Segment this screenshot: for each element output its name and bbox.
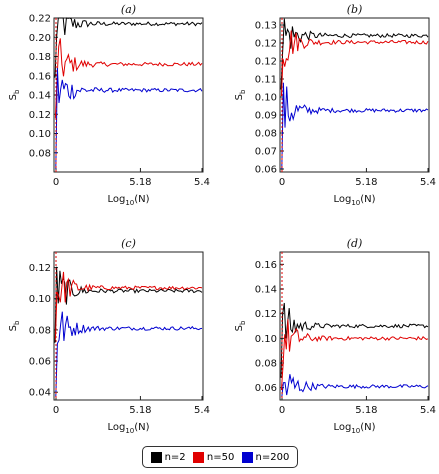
legend-swatch — [192, 451, 204, 463]
panel-title: (b) — [347, 3, 363, 16]
x-tick-label: 5.4 — [420, 405, 436, 416]
y-tick-label: 0.12 — [255, 39, 277, 50]
y-axis-label: Sb — [234, 320, 247, 331]
y-tick-label: 0.08 — [29, 148, 51, 159]
y-tick-label: 0.10 — [255, 334, 277, 345]
plot-frame — [279, 17, 430, 173]
x-tick-label: 5.18 — [355, 405, 377, 416]
y-tick-label: 0.08 — [29, 325, 51, 336]
x-axis-label: Log10(N) — [333, 194, 375, 207]
series-line-n2 — [54, 17, 203, 78]
x-tick-label: 5.18 — [129, 405, 151, 416]
series-line-n50 — [280, 30, 429, 97]
legend-label: n=50 — [206, 451, 235, 463]
x-axis-label: Log10(N) — [107, 422, 149, 435]
y-axis-label: Sb — [8, 320, 21, 331]
plot-frame — [53, 251, 204, 401]
x-axis-label: Log10(N) — [333, 422, 375, 435]
y-tick-label: 0.10 — [255, 93, 277, 104]
legend-label: n=200 — [255, 451, 290, 463]
y-tick-label: 0.13 — [255, 21, 277, 32]
series-line-n50 — [280, 319, 429, 391]
x-tick-label: 5.4 — [194, 405, 210, 416]
plot-frame — [279, 251, 430, 401]
y-tick-label: 0.20 — [29, 33, 51, 44]
series-line-n200 — [55, 311, 203, 398]
legend-swatch — [241, 451, 253, 463]
y-tick-label: 0.14 — [255, 285, 277, 296]
x-tick-label: 0 — [279, 177, 285, 188]
series-line-n200 — [281, 82, 429, 169]
y-tick-label: 0.16 — [29, 71, 51, 82]
legend-label: n=2 — [164, 451, 186, 463]
y-axis-label: Sb — [234, 89, 247, 100]
series-line-n2 — [280, 302, 429, 378]
y-tick-label: 0.06 — [255, 383, 277, 394]
y-tick-label: 0.11 — [255, 75, 277, 86]
panel-title: (a) — [121, 3, 136, 16]
y-tick-label: 0.12 — [255, 57, 277, 68]
y-tick-label: 0.06 — [29, 357, 51, 368]
x-tick-label: 0 — [279, 405, 285, 416]
legend-entry-n200: n=200 — [241, 451, 290, 463]
y-tick-label: 0.12 — [255, 309, 277, 320]
panel-title: (d) — [347, 237, 363, 250]
x-tick-label: 0 — [53, 405, 59, 416]
y-tick-label: 0.22 — [29, 14, 51, 25]
x-tick-label: 0 — [53, 177, 59, 188]
y-tick-label: 0.09 — [255, 111, 277, 122]
legend-swatch — [150, 451, 162, 463]
series-line-n50 — [54, 38, 203, 119]
y-tick-label: 0.07 — [255, 147, 277, 158]
y-tick-label: 0.14 — [29, 91, 51, 102]
series-line-n2 — [54, 266, 203, 343]
y-axis-label: Sb — [8, 89, 21, 100]
y-tick-label: 0.04 — [29, 388, 51, 399]
legend-entry-n2: n=2 — [150, 451, 186, 463]
x-tick-label: 5.18 — [355, 177, 377, 188]
series-line-n50 — [54, 271, 203, 340]
y-tick-label: 0.08 — [255, 359, 277, 370]
y-tick-label: 0.10 — [29, 129, 51, 140]
y-tick-label: 0.12 — [29, 110, 51, 121]
x-tick-label: 5.4 — [420, 177, 436, 188]
series-line-n2 — [280, 18, 429, 90]
legend-entry-n50: n=50 — [192, 451, 235, 463]
series-line-n200 — [55, 67, 203, 169]
plot-frame — [53, 17, 204, 173]
y-tick-label: 0.08 — [255, 129, 277, 140]
y-tick-label: 0.12 — [29, 263, 51, 274]
y-tick-label: 0.06 — [255, 165, 277, 176]
series-line-n200 — [281, 374, 429, 398]
y-tick-label: 0.16 — [255, 260, 277, 271]
x-tick-label: 5.4 — [194, 177, 210, 188]
panel-title: (c) — [121, 237, 136, 250]
x-axis-label: Log10(N) — [107, 194, 149, 207]
y-tick-label: 0.10 — [29, 294, 51, 305]
x-tick-label: 5.18 — [129, 177, 151, 188]
legend: n=2 n=50 n=200 — [142, 446, 298, 468]
y-tick-label: 0.18 — [29, 52, 51, 63]
